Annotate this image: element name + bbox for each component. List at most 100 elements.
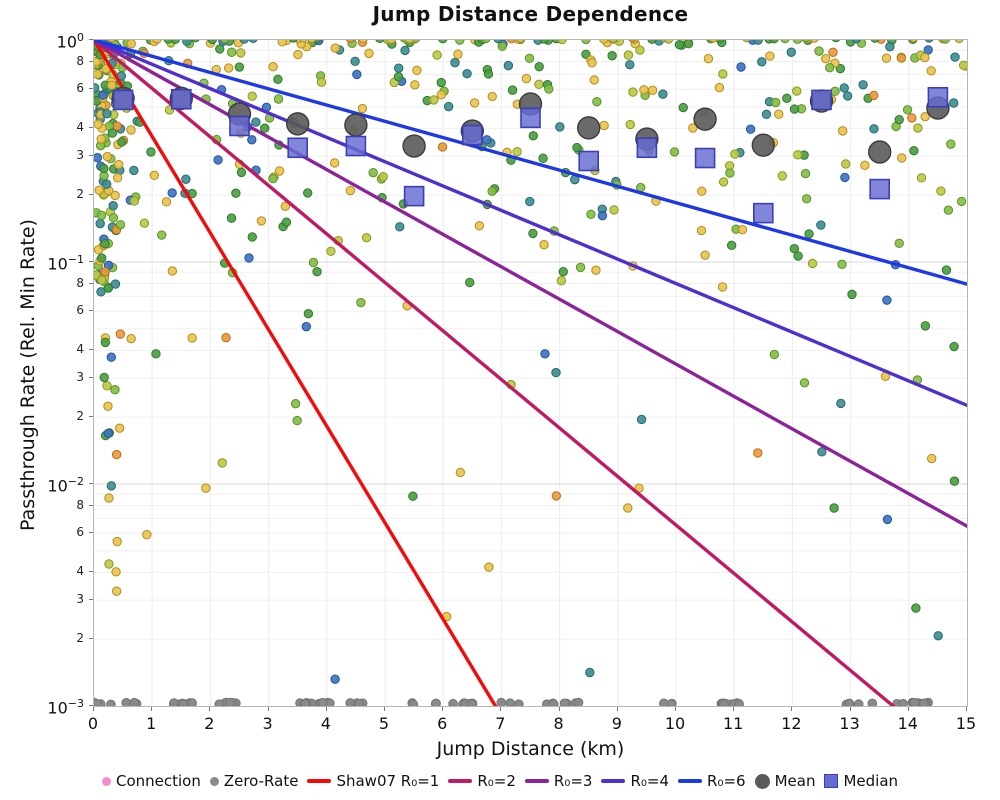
scatter-point <box>607 51 617 61</box>
y-tick-label-minor: 2 <box>76 631 84 646</box>
scatter-point <box>152 40 162 44</box>
scatter-point <box>94 69 103 79</box>
scatter-point <box>941 265 952 275</box>
scatter-point <box>512 147 522 157</box>
scatter-point <box>161 197 172 207</box>
scatter-point <box>316 77 327 87</box>
zero-rate-point <box>121 697 132 706</box>
scatter-point <box>139 218 150 228</box>
scatter-point <box>236 167 247 178</box>
mean-marker <box>344 113 368 137</box>
scatter-point <box>213 155 223 165</box>
scatter-point <box>774 109 784 119</box>
scatter-point <box>98 90 108 100</box>
scatter-point <box>273 94 284 104</box>
scatter-point <box>558 267 568 277</box>
median-marker <box>578 150 600 172</box>
scatter-point <box>551 491 562 501</box>
scatter-point <box>100 337 111 348</box>
scatter-point <box>742 40 751 43</box>
zero-rate-point <box>178 699 189 706</box>
chart-legend: Connection Zero-Rate Shaw07 R₀=1 R₀=2 R₀=3 R₀… <box>0 772 1000 790</box>
scatter-point <box>599 120 609 131</box>
chart-canvas <box>94 40 967 706</box>
scatter-point <box>528 228 538 239</box>
scatter-point <box>437 142 448 152</box>
y-tick-label-minor: 4 <box>76 564 84 579</box>
y-tick-mark <box>89 705 93 706</box>
scatter-point <box>280 201 291 211</box>
scatter-point <box>789 104 800 114</box>
scatter-point <box>780 40 790 44</box>
x-tick-mark <box>93 707 94 711</box>
zero-rate-point <box>734 699 744 706</box>
legend-label: Zero-Rate <box>223 772 299 790</box>
y-tick-label-minor: 4 <box>76 120 84 135</box>
x-tick-mark <box>209 707 211 711</box>
scatter-point <box>103 283 113 293</box>
scatter-point <box>112 173 123 183</box>
x-tick-label: 13 <box>839 714 860 733</box>
scatter-point <box>307 40 316 43</box>
scatter-point <box>405 40 415 44</box>
scatter-point <box>236 48 246 58</box>
scatter-point <box>869 90 879 101</box>
y-tick-label-minor: 8 <box>76 53 84 68</box>
y-tick-label-major: 10−2 <box>47 475 84 496</box>
scatter-point <box>443 101 454 112</box>
scatter-point <box>825 63 835 73</box>
scatter-point <box>187 333 197 343</box>
scatter-point <box>555 122 565 132</box>
scatter-point <box>244 253 254 263</box>
scatter-point <box>219 40 230 44</box>
scatter-point <box>703 54 714 64</box>
y-tick-label-minor: 6 <box>76 525 84 540</box>
chart-title: Jump Distance Dependence <box>372 2 689 26</box>
scatter-point <box>958 60 967 71</box>
scatter-point <box>757 57 767 67</box>
legend-label: Shaw07 R₀=1 <box>336 772 440 790</box>
scatter-point <box>860 160 870 171</box>
y-tick-mark <box>89 261 93 262</box>
legend-label: Median <box>843 772 899 790</box>
scatter-point <box>761 109 772 120</box>
scatter-point <box>544 84 554 94</box>
x-axis-label: Jump Distance (km) <box>436 738 625 760</box>
zero-rate-point <box>129 697 140 706</box>
zero-rate-point <box>317 697 328 706</box>
scatter-point <box>395 222 405 232</box>
legend-line-icon <box>448 779 473 783</box>
scatter-point <box>482 135 492 145</box>
scatter-point <box>142 530 152 540</box>
zero-rate-point <box>898 698 908 706</box>
scatter-point <box>358 40 368 44</box>
y-tick-mark <box>89 310 93 312</box>
x-tick-mark <box>500 707 502 711</box>
x-tick-mark <box>966 707 967 711</box>
scatter-point <box>816 220 826 230</box>
scatter-point <box>799 378 810 388</box>
zero-rate-point <box>919 698 929 706</box>
scatter-point <box>926 453 937 464</box>
scatter-point <box>111 586 122 596</box>
scatter-point <box>836 398 846 409</box>
y-tick-mark <box>89 571 93 573</box>
scatter-point <box>623 50 634 60</box>
scatter-point <box>817 447 827 457</box>
zero-rate-point <box>354 699 364 706</box>
scatter-point <box>789 243 800 254</box>
scatter-point <box>664 40 674 44</box>
y-tick-label-major: 10−3 <box>47 697 84 718</box>
scatter-point <box>378 172 388 182</box>
scatter-point <box>260 123 270 133</box>
scatter-point <box>226 213 237 223</box>
scatter-point <box>725 168 735 178</box>
x-tick-mark <box>616 707 618 711</box>
scatter-point <box>106 80 117 91</box>
x-tick-label: 11 <box>723 714 744 733</box>
scatter-point <box>807 258 818 269</box>
zero-rate-point <box>94 699 103 706</box>
model-line <box>94 40 498 706</box>
scatter-point <box>837 259 847 270</box>
scatter-point <box>882 514 893 525</box>
